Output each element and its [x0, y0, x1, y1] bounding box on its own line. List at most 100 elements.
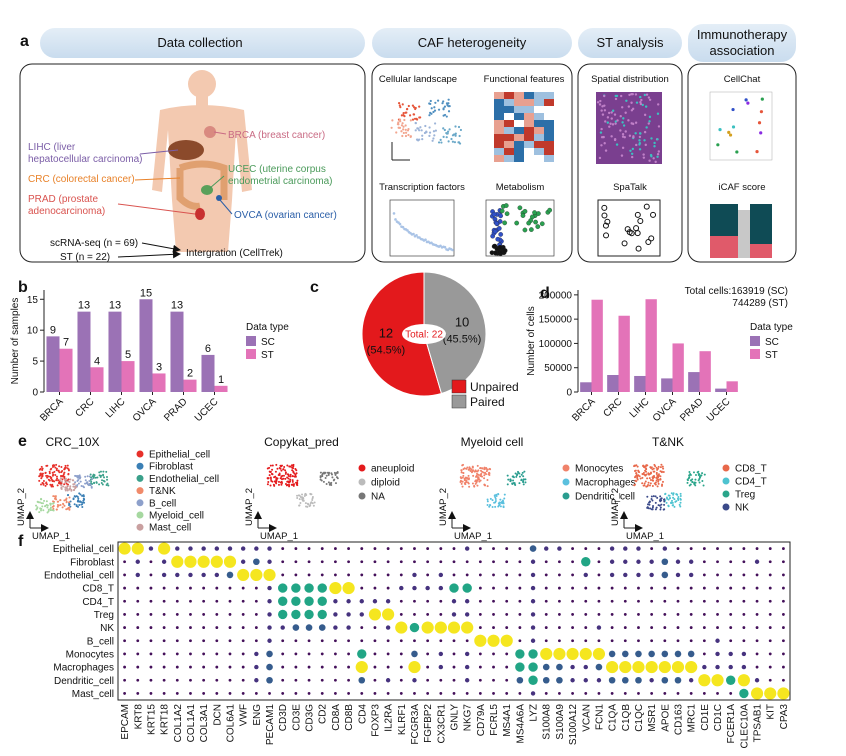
y-axis-label: Number of samples [10, 298, 21, 385]
dot [360, 586, 364, 590]
thumb-dot [735, 150, 739, 154]
thumb-cell [534, 134, 544, 141]
dot [334, 573, 337, 577]
thumb-cell [524, 106, 534, 113]
dot [742, 547, 746, 550]
umap-point [668, 497, 671, 500]
umap-point [96, 476, 99, 479]
legend-swatch [562, 464, 570, 472]
dot [451, 599, 457, 604]
thumb-dot [414, 122, 417, 125]
umap-point [70, 488, 73, 491]
umap-point [701, 480, 704, 483]
umap-point [59, 479, 62, 482]
dot [726, 675, 736, 685]
thumb-cell [534, 127, 544, 134]
thumb-dot [652, 157, 655, 160]
umap-point [45, 483, 48, 486]
thumb-dot [615, 143, 619, 146]
umap-point [311, 498, 314, 501]
thumb-dot [650, 155, 653, 158]
dot [175, 678, 179, 682]
umap-point [483, 483, 486, 486]
legend-label: Fibroblast [149, 462, 193, 473]
dot [610, 639, 614, 643]
dot [478, 547, 482, 550]
bar [634, 375, 646, 392]
column-label: FCGR3A [410, 704, 421, 745]
subpanel-title: Functional features [484, 74, 565, 85]
umap-point [472, 469, 475, 472]
dot [307, 547, 311, 550]
umap-point [47, 475, 50, 478]
dot [571, 613, 574, 616]
dot [434, 621, 447, 634]
umap-point [56, 477, 59, 480]
data-label: 9 [50, 324, 56, 336]
umap-point [498, 501, 501, 504]
umap-point [51, 505, 54, 508]
umap-point [476, 464, 479, 467]
y-tick-label: 0 [32, 388, 38, 399]
dot [386, 573, 390, 577]
thumb-dot [640, 98, 643, 102]
umap-point [483, 468, 486, 471]
umap-point [289, 478, 292, 481]
dot [189, 613, 192, 616]
data-label: 7 [63, 337, 69, 349]
thumb-dot [629, 149, 632, 153]
umap-point [49, 509, 52, 512]
bar [591, 299, 603, 392]
dot [597, 560, 601, 564]
umap-point [650, 495, 653, 498]
thumb-dot [491, 244, 497, 249]
column-label: FCN1 [594, 704, 605, 731]
umap-point [282, 474, 285, 477]
thumb-cell [534, 106, 544, 113]
thumb-dot [450, 137, 453, 141]
thumb-dot [433, 109, 437, 112]
column-label: IL2RA [384, 704, 395, 732]
thumb-dot [650, 137, 653, 140]
cancer-label: CRC (colorectal cancer) [28, 174, 135, 185]
thumb-cell [534, 148, 544, 155]
dot [368, 608, 382, 621]
dot [373, 692, 377, 695]
legend-swatch [358, 464, 366, 472]
integration-label: Intergration (CellTrek) [186, 248, 283, 259]
umap-point [61, 506, 64, 509]
umap-point [635, 472, 638, 475]
thumb-dot [418, 105, 421, 108]
dot [373, 626, 377, 629]
umap-point [334, 482, 337, 485]
thumb-dot [446, 130, 450, 133]
umap-point [84, 482, 87, 485]
umap-point [41, 475, 44, 478]
umap-point [331, 476, 334, 479]
umap-point [92, 476, 95, 479]
dot [294, 573, 298, 577]
umap-point [40, 465, 43, 468]
dot [515, 649, 525, 659]
umap-point [68, 508, 71, 511]
dot [505, 665, 509, 669]
axis-label: UMAP_1 [32, 531, 70, 542]
data-label: 2 [187, 368, 193, 380]
dot [291, 596, 301, 606]
dot [768, 547, 772, 550]
thumb-dot [653, 141, 656, 145]
dot [413, 560, 416, 564]
dot [702, 547, 706, 550]
dot [689, 586, 693, 590]
dot [637, 692, 640, 695]
umap-point [53, 470, 56, 473]
umap-point [663, 503, 666, 506]
thumb-dot [643, 203, 650, 210]
x-tick-label: PRAD [162, 396, 189, 423]
umap-point [40, 483, 43, 486]
thumb-dot [641, 103, 644, 107]
thumb-dot [606, 116, 610, 119]
legend-label: Mast_cell [149, 523, 191, 534]
dot [729, 626, 733, 629]
panel-box [19, 63, 366, 263]
